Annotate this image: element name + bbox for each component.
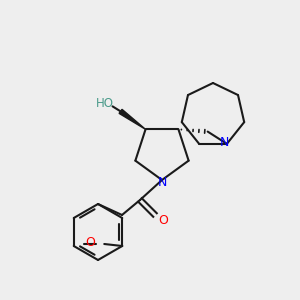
Text: O: O [85,236,95,250]
Text: N: N [157,176,167,188]
Text: O: O [158,214,168,226]
Text: HO: HO [95,97,113,110]
Text: N: N [220,136,230,149]
Polygon shape [119,109,146,129]
